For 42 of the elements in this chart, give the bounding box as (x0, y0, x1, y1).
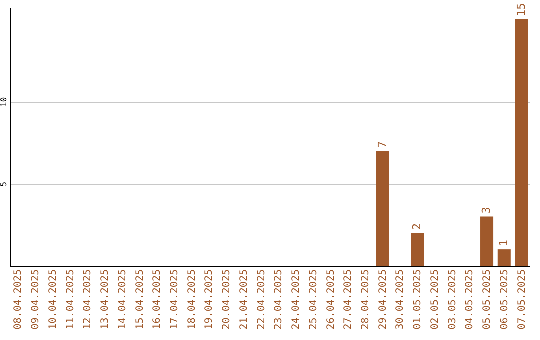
bar (498, 250, 511, 266)
x-tick-label: 05.05.2025 (482, 270, 494, 330)
x-tick-label: 13.04.2025 (100, 270, 112, 330)
x-tick-label: 26.04.2025 (326, 270, 337, 330)
x-tick-label: 08.04.2025 (13, 270, 24, 330)
bar (376, 150, 390, 266)
x-tick-label: 29.04.2025 (378, 270, 389, 330)
x-tick-label: 11.04.2025 (65, 270, 76, 330)
x-tick-label: 24.04.2025 (291, 270, 302, 330)
x-tick-label: 03.05.2025 (447, 270, 458, 330)
y-tick-label: 10 (0, 97, 8, 107)
x-tick-label: 02.05.2025 (430, 270, 441, 330)
x-tick-label: 10.04.2025 (48, 270, 59, 330)
y-tick-label: 5 (0, 182, 8, 187)
bar (480, 216, 494, 266)
x-tick-label: 07.05.2025 (516, 270, 528, 330)
x-tick-label: 06.05.2025 (499, 270, 510, 330)
x-tick-label: 12.04.2025 (82, 270, 94, 330)
data-label: 15 (514, 3, 528, 17)
x-tick-label: 09.04.2025 (30, 270, 42, 330)
x-tick-label: 28.04.2025 (360, 270, 372, 330)
x-tick-label: 16.04.2025 (152, 270, 164, 330)
x-tick-label: 21.04.2025 (238, 270, 250, 330)
x-tick-label: 20.04.2025 (222, 270, 233, 330)
bar (411, 233, 424, 266)
x-tick-label: 17.04.2025 (170, 270, 181, 330)
x-tick-label: 22.04.2025 (256, 270, 268, 330)
data-label: 2 (410, 224, 424, 230)
x-tick-label: 15.04.2025 (134, 270, 146, 330)
data-label: 7 (376, 141, 389, 148)
x-tick-label: 23.04.2025 (274, 270, 285, 330)
x-tick-label: 04.05.2025 (464, 270, 476, 330)
data-label: 3 (480, 207, 494, 214)
x-tick-label: 01.05.2025 (412, 270, 424, 330)
x-tick-label: 14.04.2025 (117, 270, 128, 330)
x-tick-label: 30.04.2025 (395, 270, 406, 330)
x-tick-label: 25.04.2025 (308, 270, 320, 330)
bar (515, 20, 528, 266)
x-tick-label: 27.04.2025 (343, 270, 354, 330)
x-tick-label: 19.04.2025 (204, 270, 216, 330)
x-tick-label: 18.04.2025 (186, 270, 198, 330)
data-label: 1 (497, 240, 510, 247)
